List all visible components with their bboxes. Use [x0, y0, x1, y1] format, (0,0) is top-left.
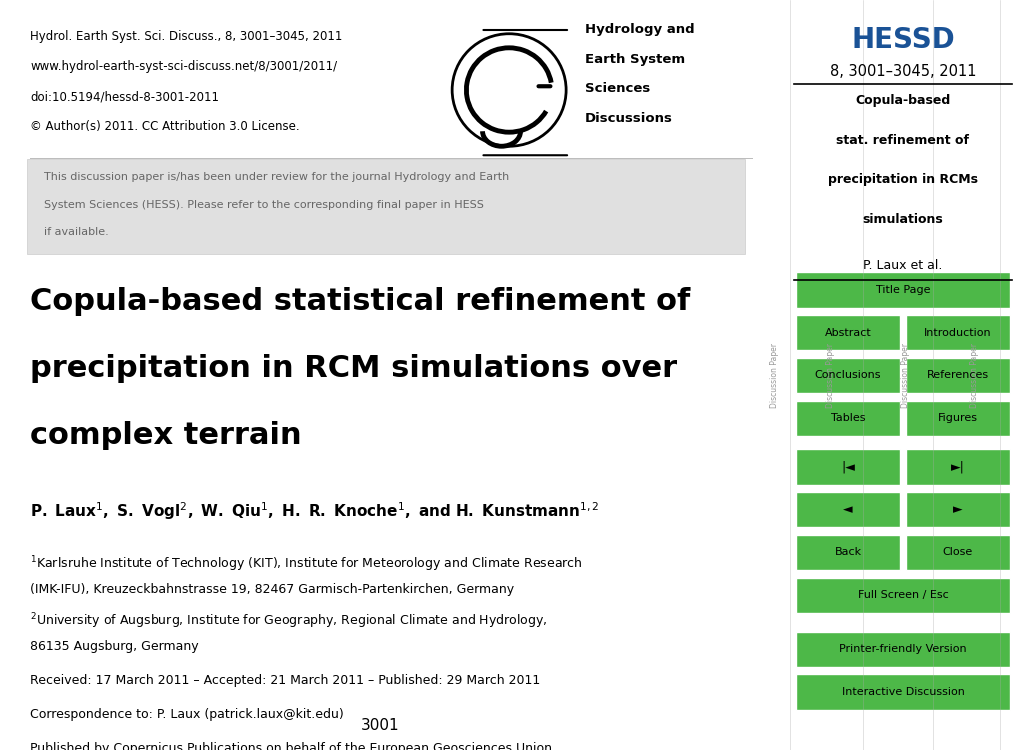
Text: P. Laux et al.: P. Laux et al.: [862, 259, 942, 272]
Text: 86135 Augsburg, Germany: 86135 Augsburg, Germany: [31, 640, 199, 652]
FancyBboxPatch shape: [796, 358, 899, 393]
Text: Hydrology and: Hydrology and: [585, 22, 694, 35]
Text: ►: ►: [952, 503, 962, 516]
FancyBboxPatch shape: [905, 449, 1009, 484]
Text: This discussion paper is/has been under review for the journal Hydrology and Ear: This discussion paper is/has been under …: [44, 172, 508, 182]
Text: |◄: |◄: [841, 460, 854, 473]
Text: ►|: ►|: [950, 460, 964, 473]
FancyBboxPatch shape: [796, 578, 1009, 613]
FancyBboxPatch shape: [905, 400, 1009, 436]
Text: Discussion Paper: Discussion Paper: [969, 343, 978, 407]
Text: $\mathbf{P.\ Laux}^1\mathbf{,\ S.\ Vogl}^2\mathbf{,\ W.\ Qiu}^1\mathbf{,\ H.\ R.: $\mathbf{P.\ Laux}^1\mathbf{,\ S.\ Vogl}…: [31, 500, 599, 522]
Text: simulations: simulations: [862, 213, 943, 226]
Text: Hydrol. Earth Syst. Sci. Discuss., 8, 3001–3045, 2011: Hydrol. Earth Syst. Sci. Discuss., 8, 30…: [31, 30, 342, 43]
FancyBboxPatch shape: [905, 315, 1009, 350]
Text: complex terrain: complex terrain: [31, 422, 302, 451]
Text: Abstract: Abstract: [823, 328, 870, 338]
Text: $^{2}$University of Augsburg, Institute for Geography, Regional Climate and Hydr: $^{2}$University of Augsburg, Institute …: [31, 611, 547, 631]
Text: if available.: if available.: [44, 227, 109, 237]
FancyBboxPatch shape: [796, 492, 899, 527]
Text: Published by Copernicus Publications on behalf of the European Geosciences Union: Published by Copernicus Publications on …: [31, 742, 555, 750]
Text: Title Page: Title Page: [875, 285, 929, 295]
Text: (IMK-IFU), Kreuzeckbahnstrasse 19, 82467 Garmisch-Partenkirchen, Germany: (IMK-IFU), Kreuzeckbahnstrasse 19, 82467…: [31, 583, 514, 596]
FancyBboxPatch shape: [905, 535, 1009, 570]
FancyBboxPatch shape: [796, 272, 1009, 308]
Text: Earth System: Earth System: [585, 53, 685, 65]
Text: precipitation in RCM simulations over: precipitation in RCM simulations over: [31, 354, 677, 383]
Text: doi:10.5194/hessd-8-3001-2011: doi:10.5194/hessd-8-3001-2011: [31, 90, 219, 103]
FancyBboxPatch shape: [796, 400, 899, 436]
Text: Discussion Paper: Discussion Paper: [824, 343, 834, 407]
Text: Received: 17 March 2011 – Accepted: 21 March 2011 – Published: 29 March 2011: Received: 17 March 2011 – Accepted: 21 M…: [31, 674, 540, 687]
Text: Conclusions: Conclusions: [814, 370, 880, 380]
FancyBboxPatch shape: [905, 358, 1009, 393]
Text: Discussion Paper: Discussion Paper: [769, 343, 777, 407]
Text: References: References: [926, 370, 988, 380]
Text: www.hydrol-earth-syst-sci-discuss.net/8/3001/2011/: www.hydrol-earth-syst-sci-discuss.net/8/…: [31, 60, 337, 73]
Text: © Author(s) 2011. CC Attribution 3.0 License.: © Author(s) 2011. CC Attribution 3.0 Lic…: [31, 120, 300, 133]
Text: System Sciences (HESS). Please refer to the corresponding final paper in HESS: System Sciences (HESS). Please refer to …: [44, 200, 483, 209]
FancyBboxPatch shape: [796, 315, 899, 350]
Text: 8, 3001–3045, 2011: 8, 3001–3045, 2011: [828, 64, 975, 79]
FancyBboxPatch shape: [796, 535, 899, 570]
FancyBboxPatch shape: [26, 159, 744, 254]
FancyBboxPatch shape: [796, 632, 1009, 667]
Text: $^{1}$Karlsruhe Institute of Technology (KIT), Institute for Meteorology and Cli: $^{1}$Karlsruhe Institute of Technology …: [31, 554, 583, 574]
FancyBboxPatch shape: [796, 674, 1009, 710]
FancyBboxPatch shape: [796, 449, 899, 484]
Text: Sciences: Sciences: [585, 82, 650, 95]
Text: Introduction: Introduction: [923, 328, 990, 338]
Text: Copula-based: Copula-based: [855, 94, 950, 106]
Text: ◄: ◄: [843, 503, 852, 516]
FancyBboxPatch shape: [905, 492, 1009, 527]
Text: Discussion Paper: Discussion Paper: [900, 343, 909, 407]
Text: Copula-based statistical refinement of: Copula-based statistical refinement of: [31, 286, 690, 316]
Text: Interactive Discussion: Interactive Discussion: [841, 687, 963, 697]
Text: Close: Close: [942, 548, 972, 557]
Text: stat. refinement of: stat. refinement of: [836, 134, 968, 146]
Text: Discussions: Discussions: [585, 112, 673, 125]
Text: Back: Back: [834, 548, 861, 557]
Text: Full Screen / Esc: Full Screen / Esc: [857, 590, 948, 600]
Text: Figures: Figures: [937, 413, 977, 423]
Text: Printer-friendly Version: Printer-friendly Version: [839, 644, 966, 654]
Text: Correspondence to: P. Laux (patrick.laux@kit.edu): Correspondence to: P. Laux (patrick.laux…: [31, 708, 343, 721]
Text: precipitation in RCMs: precipitation in RCMs: [827, 173, 977, 186]
Text: HESSD: HESSD: [850, 26, 954, 54]
Text: Tables: Tables: [829, 413, 864, 423]
Text: 3001: 3001: [361, 718, 398, 734]
